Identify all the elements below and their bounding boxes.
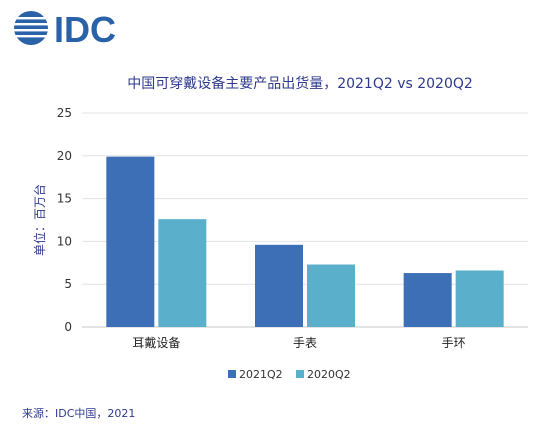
bar: [106, 156, 155, 327]
y-tick-label: 20: [57, 149, 72, 163]
globe-icon: [13, 11, 49, 45]
y-ticks: 0 5 10 15 20 25: [57, 106, 72, 334]
chart-title: 中国可穿戴设备主要产品出货量，2021Q2 vs 2020Q2: [127, 75, 473, 92]
bar: [403, 273, 452, 327]
category-label: 手环: [442, 336, 466, 350]
bar: [158, 219, 207, 327]
category-labels: 耳戴设备 手表 手环: [132, 335, 465, 350]
bar: [455, 270, 504, 327]
category-label: 耳戴设备: [132, 335, 180, 350]
bar: [307, 264, 355, 327]
category-label: 手表: [293, 336, 317, 350]
y-tick-label: 5: [64, 277, 72, 291]
legend-swatch: [228, 370, 236, 378]
legend-label: 2021Q2: [239, 368, 283, 381]
legend-label: 2020Q2: [307, 368, 351, 381]
bars: [106, 156, 504, 327]
source-note: 来源：IDC中国，2021: [22, 407, 136, 420]
bar: [255, 244, 303, 327]
y-axis-label: 单位：百万台: [32, 184, 47, 256]
logo-text: IDC: [54, 9, 116, 48]
y-tick-label: 15: [57, 192, 72, 206]
y-tick-label: 0: [64, 320, 72, 334]
gridlines: [82, 112, 528, 328]
idc-logo: IDC: [13, 9, 116, 48]
y-tick-label: 10: [57, 234, 72, 248]
legend: 2021Q2 2020Q2: [228, 368, 351, 381]
y-tick-label: 25: [57, 106, 72, 120]
legend-swatch: [296, 370, 304, 378]
